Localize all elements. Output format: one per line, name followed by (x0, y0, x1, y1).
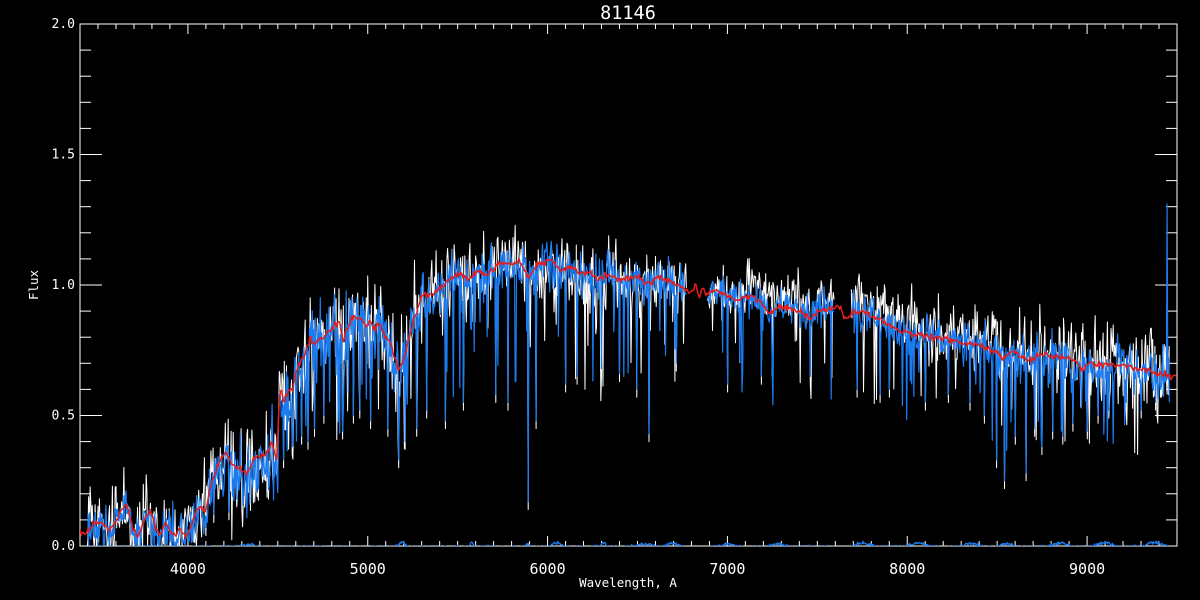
svg-text:8000: 8000 (889, 560, 925, 578)
svg-text:0.5: 0.5 (52, 409, 75, 424)
error-spectrum (90, 540, 1169, 546)
template-fit (80, 258, 1177, 539)
svg-text:4000: 4000 (170, 560, 206, 578)
svg-text:9000: 9000 (1069, 560, 1105, 578)
plot-title: 81146 (600, 3, 656, 24)
axes: 4000 5000 6000 7000 8000 9000 0.0 0.5 1.0 1.5 2.0 (52, 17, 1178, 578)
svg-text:1.0: 1.0 (52, 278, 75, 293)
svg-text:0.0: 0.0 (52, 539, 75, 554)
x-axis-label: Wavelength, A (579, 575, 677, 590)
svg-text:6000: 6000 (530, 560, 566, 578)
svg-text:5000: 5000 (350, 560, 386, 578)
y-axis-label: Flux (26, 269, 41, 300)
svg-text:2.0: 2.0 (52, 17, 75, 32)
svg-text:7000: 7000 (709, 560, 745, 578)
svg-text:1.5: 1.5 (52, 148, 75, 163)
